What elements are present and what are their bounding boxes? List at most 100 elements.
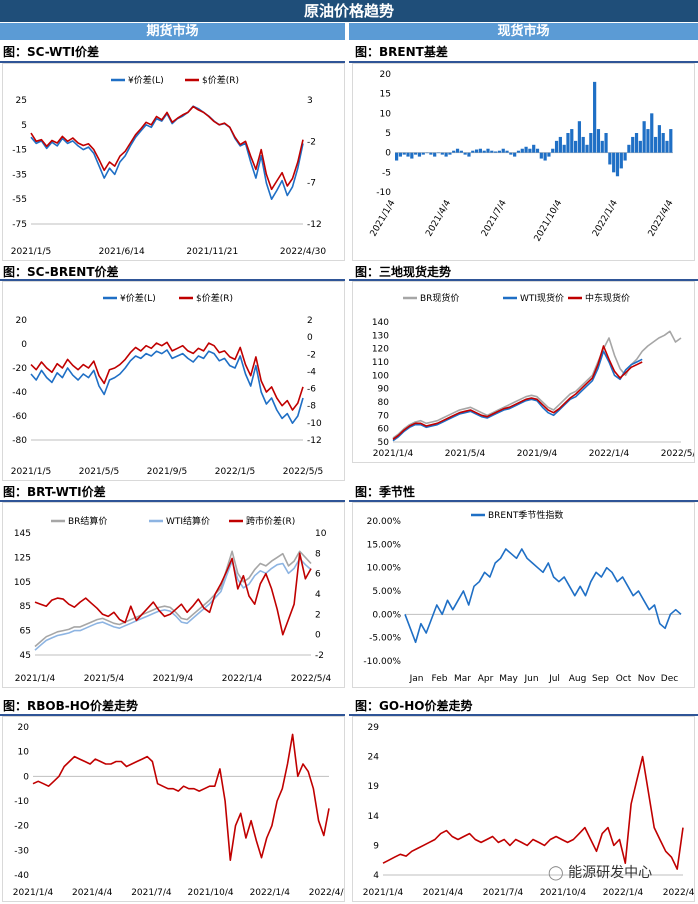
y-tick-label: 20 [380,70,392,80]
series-line-1 [32,733,330,861]
series-line-2 [30,105,304,191]
x-tick-label: Mar [454,674,471,684]
y2-tick-label: 3 [307,96,313,106]
bar [486,148,490,153]
legend-label: WTI现货价 [520,292,564,304]
chart-title-sc-brent: 图：SC-BRENT价差 [3,265,119,279]
chart-seasonality: 20.00% 15.00% 10.00% 5.00% 0.00% -5.00% -10.00… [352,502,695,688]
c1-svg: 25 5 -15 -35 -55 -75 3 -2 -7 -12 2021/1/5 2021/6/14… [11,74,327,257]
bar [478,148,482,153]
chart-title-go-ho: 图：GO-HO价差走势 [355,699,473,713]
x-tick-label: Nov [638,674,656,684]
x-tick-label: 2021/5/5 [79,467,119,477]
bar [417,152,422,157]
legend-label: ¥价差(L) [128,74,164,86]
x-tick-label: 2022/1/4 [589,449,630,459]
bar [497,150,502,153]
series-line-1 [404,548,682,644]
bar [642,121,646,153]
bar [661,133,665,153]
bar [406,152,410,157]
bar [657,125,661,153]
y-tick-label: 65 [20,627,31,637]
bar [566,133,570,153]
bar [467,152,471,157]
y-tick-label: 20 [16,316,28,326]
legend-label: 中东现货价 [585,292,630,304]
bar [638,140,642,153]
x-tick-label: Jan [409,674,424,684]
chart-brent-basis: 20 15 10 5 0 -5 -10 2021/1/4 2021/4/4 2021/7/4 202… [352,63,695,261]
y2-tick-label: -12 [307,436,322,446]
bar [547,152,551,157]
bar [604,133,608,153]
y-tick-label: -5.00% [369,634,401,644]
x-tick-label: 2021/6/14 [99,247,145,257]
bar [421,152,425,155]
x-tick-label: 2022/4/4 [663,888,694,898]
y2-tick-label: -2 [307,137,316,147]
bar [444,152,448,157]
legend-label: BRENT季节性指数 [488,509,563,521]
x-tick-label: Sep [592,674,609,684]
bar [653,136,658,153]
bar [554,140,559,153]
x-tick-label: 2021/5/4 [445,449,486,459]
y-tick-label: -80 [12,436,27,446]
x-tick-label: 2021/7/4 [131,888,172,898]
y-tick-label: 100 [372,371,389,381]
y2-tick-label: 10 [315,529,327,539]
x-tick-label: 2021/1/4 [15,674,56,684]
y-tick-label: 125 [14,553,31,563]
y-tick-label: 25 [16,96,27,106]
chart-title-brent-basis: 图：BRENT基差 [355,45,448,59]
x-tick-label: 2021/10/4 [540,888,586,898]
y-tick-label: 0 [23,772,29,782]
legend-label: BR结算价 [68,515,107,527]
bar [612,152,616,173]
watermark-text: ◯︎ 能源研发中心 [548,865,653,881]
y-tick-label: -15 [12,146,27,156]
x-tick-label: 2021/4/4 [423,888,464,898]
y-tick-label: 20 [18,723,30,733]
y-tick-label: 19 [368,782,380,792]
series-line-3 [392,345,643,440]
panel-divider [349,61,698,63]
bar [425,152,429,154]
y-tick-label: 24 [368,753,380,763]
bar [448,152,452,155]
bar [402,152,406,155]
bar [513,152,517,157]
futures-section-header: 期货市场 [0,23,345,40]
x-tick-label: May [499,674,518,684]
x-tick-label: 2021/1/4 [13,888,54,898]
bar [455,148,460,153]
y-tick-label: 0 [385,149,391,159]
x-tick-label: 2021/4/4 [424,198,453,238]
y-tick-label: 105 [14,578,31,588]
y2-tick-label: -2 [315,651,324,661]
x-tick-label: 2021/7/4 [483,888,524,898]
bar [474,149,479,153]
legend-label: 跨市价差(R) [246,515,295,527]
bar [593,81,597,153]
x-tick-label: 2021/1/5 [11,247,51,257]
x-tick-label: 2022/4/30 [280,247,326,257]
y-tick-label: 5 [21,121,27,131]
chart-title-three-spot: 图：三地现货走势 [355,265,452,279]
bar [665,140,669,153]
bar [532,144,536,153]
bar [524,146,528,153]
bar [634,133,639,153]
legend-label: $价差(R) [202,74,239,86]
bar [627,144,631,153]
y-tick-label: 14 [368,812,380,822]
bar [615,152,620,177]
series-line-1 [382,755,684,870]
bar [410,152,414,159]
bar [539,152,543,159]
x-tick-label: 2022/1/5 [215,467,255,477]
chart-sc-wti-spread: 25 5 -15 -35 -55 -75 3 -2 -7 -12 2021/1/5 2021/6/14… [2,63,345,261]
y2-tick-label: 2 [315,610,321,620]
